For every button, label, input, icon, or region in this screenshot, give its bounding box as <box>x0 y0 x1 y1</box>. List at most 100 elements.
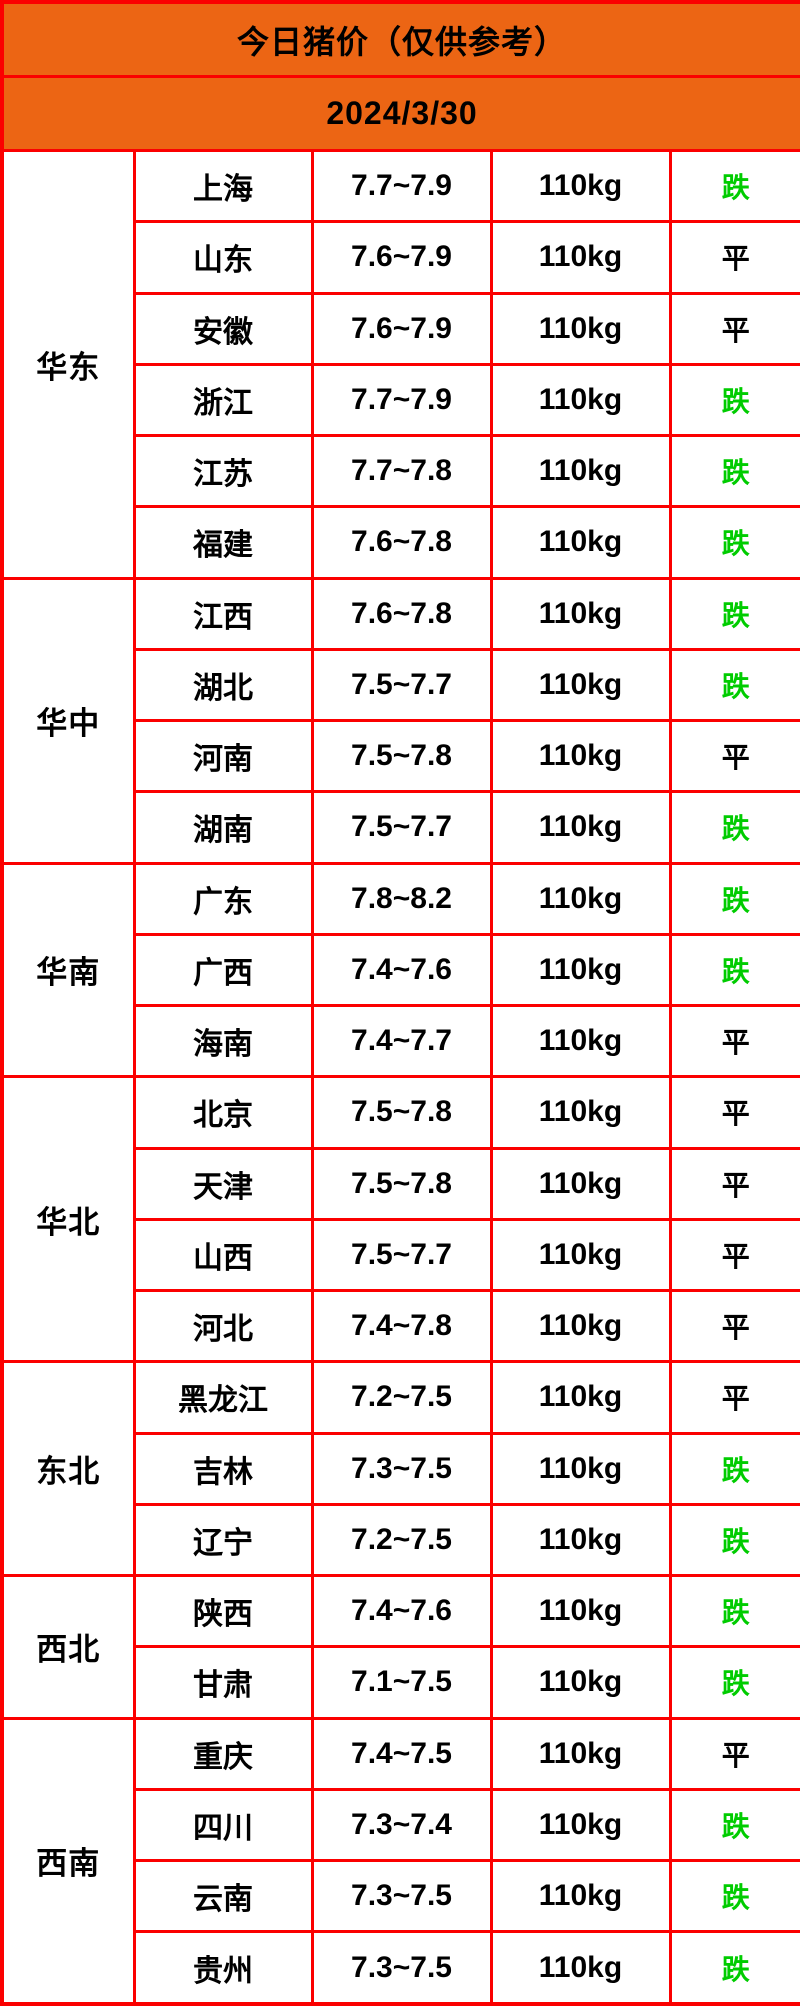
price-cell: 7.6~7.9 <box>310 220 493 295</box>
table-row: 西南 重庆 7.4~7.5 110kg 平 <box>0 1716 800 2006</box>
province-cell: 河北 <box>132 1288 314 1364</box>
province-cell: 辽宁 <box>132 1502 314 1578</box>
price-cell: 7.3~7.5 <box>310 1930 493 2006</box>
weight-cell: 110kg <box>489 1003 672 1079</box>
price-cell: 7.5~7.8 <box>310 1075 493 1150</box>
table-row: 西北 陕西 7.4~7.6 110kg 跌 <box>0 1573 800 1720</box>
price-cell: 7.3~7.5 <box>310 1431 493 1506</box>
region-cell: 华北 <box>0 1075 136 1364</box>
trend-cell: 跌 <box>668 1431 800 1506</box>
weight-cell: 110kg <box>489 505 672 580</box>
table-row: 山西 7.5~7.7 110kg 平 <box>2 1217 800 1293</box>
province-cell: 湖南 <box>132 790 314 865</box>
province-cell: 重庆 <box>132 1716 314 1791</box>
price-cell: 7.6~7.8 <box>310 505 493 580</box>
price-cell: 7.6~7.8 <box>310 576 493 651</box>
trend-cell: 平 <box>668 1146 800 1221</box>
price-cell: 7.2~7.5 <box>310 1502 493 1578</box>
province-cell: 广西 <box>132 932 314 1008</box>
table-row: 河南 7.5~7.8 110kg 平 <box>2 718 800 794</box>
weight-cell: 110kg <box>489 1930 672 2006</box>
trend-cell: 跌 <box>668 576 800 651</box>
weight-cell: 110kg <box>489 1288 672 1364</box>
weight-cell: 110kg <box>489 576 672 651</box>
table-row: 浙江 7.7~7.9 110kg 跌 <box>2 362 800 438</box>
weight-cell: 110kg <box>489 1573 672 1649</box>
page-title: 今日猪价（仅供参考） <box>0 0 800 78</box>
price-cell: 7.5~7.8 <box>310 1146 493 1221</box>
province-cell: 云南 <box>132 1858 314 1934</box>
table-row: 华北 北京 7.5~7.8 110kg 平 <box>0 1075 800 1364</box>
weight-cell: 110kg <box>489 291 672 366</box>
price-cell: 7.4~7.7 <box>310 1003 493 1079</box>
table-row: 华中 江西 7.6~7.8 110kg 跌 <box>0 576 800 865</box>
province-cell: 陕西 <box>132 1573 314 1649</box>
trend-cell: 跌 <box>668 861 800 936</box>
weight-cell: 110kg <box>489 1146 672 1221</box>
trend-cell: 跌 <box>668 1787 800 1863</box>
table-row: 广西 7.4~7.6 110kg 跌 <box>2 932 800 1008</box>
weight-cell: 110kg <box>489 1858 672 1934</box>
title-row: 今日猪价（仅供参考） <box>0 0 800 78</box>
weight-cell: 110kg <box>489 861 672 936</box>
price-cell: 7.7~7.9 <box>310 148 493 224</box>
province-cell: 江西 <box>132 576 314 651</box>
weight-cell: 110kg <box>489 1075 672 1150</box>
price-cell: 7.5~7.7 <box>310 1217 493 1293</box>
date-row: 2024/3/30 <box>0 75 800 152</box>
region-cell: 华中 <box>0 576 136 865</box>
table-row: 江苏 7.7~7.8 110kg 跌 <box>2 433 800 509</box>
price-cell: 7.5~7.7 <box>310 790 493 865</box>
trend-cell: 平 <box>668 718 800 794</box>
province-cell: 浙江 <box>132 362 314 438</box>
region-cell: 华南 <box>0 861 136 1079</box>
province-cell: 湖北 <box>132 647 314 723</box>
province-cell: 江苏 <box>132 433 314 509</box>
table-row: 贵州 7.3~7.5 110kg 跌 <box>2 1930 800 2006</box>
trend-cell: 跌 <box>668 1930 800 2006</box>
region-cell: 西北 <box>0 1574 136 1720</box>
price-cell: 7.8~8.2 <box>310 861 493 936</box>
table-row: 辽宁 7.2~7.5 110kg 跌 <box>2 1502 800 1578</box>
price-cell: 7.7~7.9 <box>310 362 493 438</box>
province-cell: 四川 <box>132 1787 314 1863</box>
price-cell: 7.4~7.6 <box>310 932 493 1008</box>
weight-cell: 110kg <box>489 433 672 509</box>
weight-cell: 110kg <box>489 932 672 1008</box>
table-row: 山东 7.6~7.9 110kg 平 <box>2 220 800 295</box>
price-cell: 7.7~7.8 <box>310 433 493 509</box>
province-cell: 上海 <box>132 148 314 224</box>
table-row: 湖北 7.5~7.7 110kg 跌 <box>2 647 800 723</box>
price-cell: 7.3~7.4 <box>310 1787 493 1863</box>
weight-cell: 110kg <box>489 1431 672 1506</box>
province-cell: 甘肃 <box>132 1645 314 1720</box>
trend-cell: 跌 <box>668 647 800 723</box>
table-row: 云南 7.3~7.5 110kg 跌 <box>2 1858 800 1934</box>
table-row: 安徽 7.6~7.9 110kg 平 <box>2 291 800 366</box>
trend-cell: 跌 <box>668 1858 800 1934</box>
price-cell: 7.6~7.9 <box>310 291 493 366</box>
table-row: 华东 上海 7.7~7.9 110kg 跌 <box>0 148 800 580</box>
province-cell: 山东 <box>132 220 314 295</box>
trend-cell: 跌 <box>668 362 800 438</box>
weight-cell: 110kg <box>489 1502 672 1578</box>
trend-cell: 平 <box>668 1003 800 1079</box>
weight-cell: 110kg <box>489 1217 672 1293</box>
trend-cell: 平 <box>668 1716 800 1791</box>
table-row: 甘肃 7.1~7.5 110kg 跌 <box>2 1645 800 1720</box>
weight-cell: 110kg <box>489 647 672 723</box>
weight-cell: 110kg <box>489 1716 672 1791</box>
trend-cell: 平 <box>668 1075 800 1150</box>
trend-cell: 跌 <box>668 148 800 224</box>
price-cell: 7.4~7.6 <box>310 1573 493 1649</box>
trend-cell: 跌 <box>668 505 800 580</box>
price-cell: 7.5~7.7 <box>310 647 493 723</box>
table-row: 天津 7.5~7.8 110kg 平 <box>2 1146 800 1221</box>
trend-cell: 跌 <box>668 1645 800 1720</box>
trend-cell: 平 <box>668 1360 800 1435</box>
price-cell: 7.2~7.5 <box>310 1360 493 1435</box>
trend-cell: 跌 <box>668 433 800 509</box>
trend-cell: 跌 <box>668 932 800 1008</box>
province-cell: 黑龙江 <box>132 1360 314 1435</box>
trend-cell: 平 <box>668 291 800 366</box>
